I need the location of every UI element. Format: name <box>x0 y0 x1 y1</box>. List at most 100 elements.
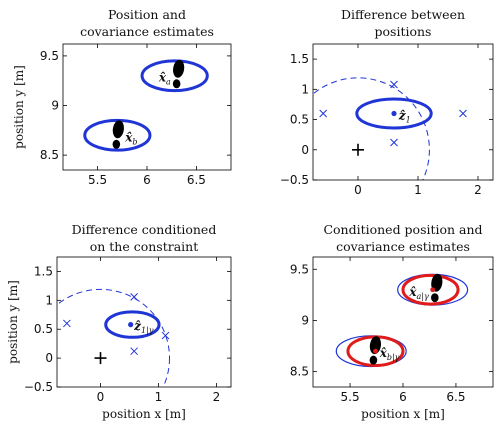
plot-area <box>57 288 170 387</box>
footprint-heel <box>172 79 181 89</box>
origin-marker <box>352 143 364 156</box>
annotation-symbol: x̂ <box>124 130 133 144</box>
covariance-ellipse <box>83 118 152 152</box>
chart-title-line: Difference conditioned <box>72 222 217 237</box>
y-tick-label: 1.5 <box>290 52 309 66</box>
chart-title-line: on the constraint <box>90 239 199 254</box>
annotation-symbol: x̂ <box>379 346 388 360</box>
footprint-sole <box>173 59 185 78</box>
annotation-subscript: 1 <box>406 115 411 124</box>
y-tick-label: 9.5 <box>290 262 309 276</box>
chart-title-line: covariance estimates <box>336 239 470 254</box>
x-tick-label: 2 <box>213 390 221 404</box>
y-tick-label: 9.5 <box>40 49 59 63</box>
sigma-point-marker <box>390 80 398 89</box>
y-tick-label: 8.5 <box>40 148 59 162</box>
y-axis-label: position y [m] <box>12 65 26 149</box>
x-tick-label: 0 <box>354 183 362 197</box>
y-tick-label: 1.5 <box>34 264 53 278</box>
sigma-point-marker <box>390 138 398 147</box>
annotation-subscript: b|γ <box>387 353 400 362</box>
axes-box <box>312 256 494 388</box>
annotation-symbol: ẑ <box>133 319 142 333</box>
x-tick-label: 6 <box>143 173 151 187</box>
axes-box <box>62 43 232 171</box>
footprint-heel <box>369 355 378 365</box>
footprint-sole <box>369 336 382 355</box>
y-axis-label: position y [m] <box>6 280 20 364</box>
point-annotation: x̂b <box>124 130 137 146</box>
x-tick-label: 1 <box>155 390 163 404</box>
constraint-circle <box>57 288 170 387</box>
footprint-sole <box>431 273 443 292</box>
panel-4: Conditioned position and covariance estim… <box>290 222 494 421</box>
footprint-sole <box>112 120 124 139</box>
point-annotation: ẑ1|γ <box>133 319 154 335</box>
chart-title-line: Position and <box>108 7 186 22</box>
chart-title-line: positions <box>375 24 432 39</box>
x-axis-label: position x [m] <box>102 407 186 421</box>
conditioned-point <box>430 287 436 293</box>
footprint-icon <box>172 59 185 89</box>
y-tick-label: −0.5 <box>24 380 53 394</box>
chart-title-line: covariance estimates <box>80 24 214 39</box>
covariance-ellipse <box>140 59 209 93</box>
estimate-point <box>128 322 134 328</box>
sigma-point-marker <box>459 109 467 118</box>
x-tick-label: 6.5 <box>446 390 465 404</box>
y-tick-label: 1 <box>301 82 309 96</box>
axes-box <box>312 43 494 181</box>
panel-3: Difference conditioned on the constraint z… <box>6 222 232 421</box>
y-tick-label: 1 <box>45 293 53 307</box>
footprint-icon <box>112 120 124 149</box>
sigma-point-marker <box>130 293 138 301</box>
plot-area <box>335 273 469 368</box>
chart-title-line: Conditioned position and <box>323 222 482 237</box>
y-tick-label: 9 <box>301 313 309 327</box>
annotation-subscript: a|γ <box>417 292 429 301</box>
covariance-ellipse <box>355 97 433 130</box>
x-tick-label: 0 <box>97 390 105 404</box>
y-tick-label: 9 <box>51 99 59 113</box>
chart-title-line: Difference between <box>341 7 465 22</box>
y-tick-label: 0 <box>45 351 53 365</box>
axes-box <box>56 256 232 388</box>
origin-marker <box>94 352 107 365</box>
footprint-heel <box>112 139 121 149</box>
annotation-subscript: a <box>166 78 171 87</box>
covariance-ellipse <box>401 273 460 306</box>
footprint-icon <box>369 336 382 365</box>
x-axis-label: position x [m] <box>361 407 445 421</box>
covariance-ellipse <box>104 310 161 339</box>
y-tick-label: 0 <box>301 143 309 157</box>
plot-area <box>83 59 209 152</box>
annotation-subscript: 1|γ <box>141 326 154 335</box>
sigma-point-marker <box>161 331 170 340</box>
footprint-icon <box>431 273 443 303</box>
y-tick-label: 8.5 <box>290 365 309 379</box>
footprint-heel <box>431 293 439 303</box>
point-annotation: x̂a <box>158 71 171 87</box>
x-tick-label: 1 <box>414 183 422 197</box>
conditioned-point <box>373 348 378 354</box>
plot-area <box>313 77 467 180</box>
x-tick-label: 6.5 <box>187 173 206 187</box>
x-tick-label: 6 <box>399 390 407 404</box>
x-tick-label: 5.5 <box>88 173 107 187</box>
sigma-point-marker <box>319 109 328 118</box>
point-annotation: x̂b|γ <box>379 346 400 362</box>
point-annotation: ẑ1 <box>398 108 411 124</box>
annotation-symbol: ẑ <box>398 108 407 122</box>
y-tick-label: −0.5 <box>280 173 309 187</box>
annotation-symbol: x̂ <box>408 285 417 299</box>
y-tick-label: 0.5 <box>290 113 309 127</box>
estimate-point <box>391 110 397 117</box>
x-tick-label: 2 <box>474 183 482 197</box>
constraint-circle <box>313 77 430 180</box>
sigma-point-marker <box>130 347 138 356</box>
y-tick-label: 0.5 <box>34 322 53 336</box>
annotation-symbol: x̂ <box>158 71 167 85</box>
